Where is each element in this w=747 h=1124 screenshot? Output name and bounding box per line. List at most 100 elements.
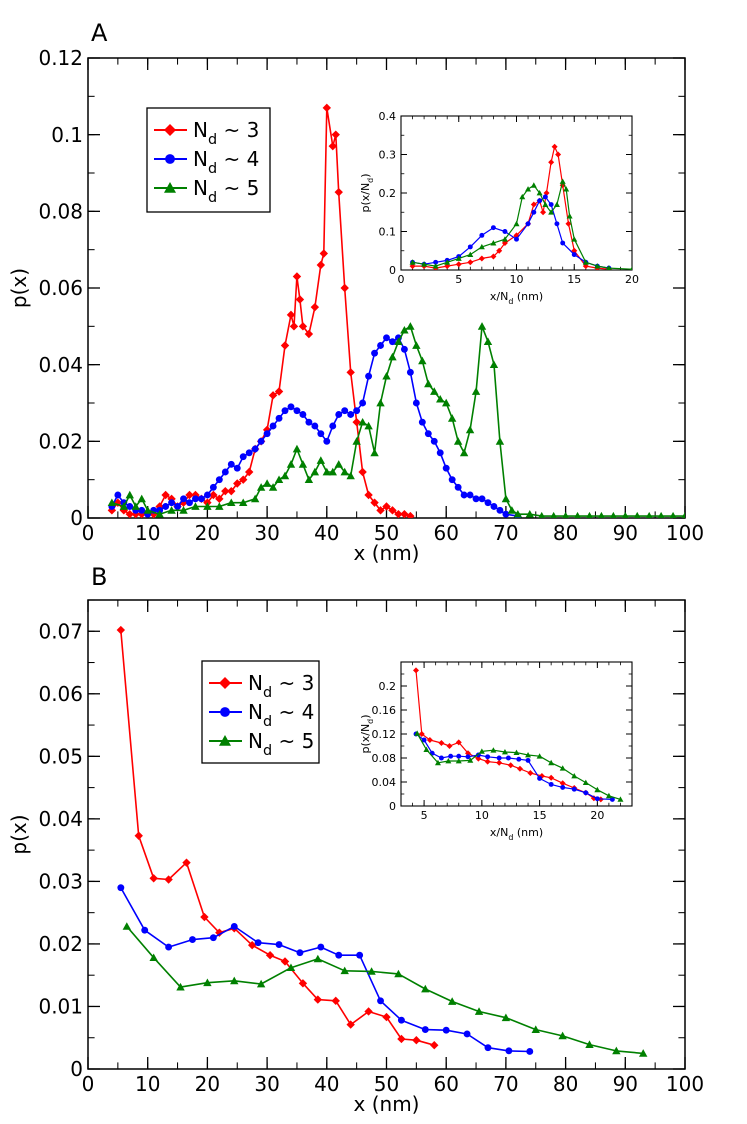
panel1-inset-data-point bbox=[594, 786, 601, 793]
panel0-data-point bbox=[430, 437, 438, 445]
panel0-data-point bbox=[263, 430, 271, 438]
panel0-inset-data-point bbox=[467, 251, 474, 257]
panel0-inset-data-point bbox=[479, 232, 485, 238]
panel0-data-point bbox=[495, 437, 505, 445]
panel0-legend-label: Nd ~ 3 bbox=[193, 118, 259, 148]
panel0-data-point bbox=[346, 471, 355, 480]
panel0-data-point bbox=[334, 460, 343, 468]
panel0-data-point bbox=[186, 499, 193, 507]
panel0-data-point bbox=[197, 495, 205, 503]
panel0-data-point bbox=[310, 467, 320, 476]
panel0-xtick-label: 10 bbox=[135, 521, 160, 545]
panel0-data-point bbox=[388, 506, 397, 515]
panel0-data-point bbox=[657, 511, 665, 518]
panel1-data-point bbox=[247, 940, 257, 950]
panel0-data-point bbox=[501, 494, 511, 503]
panel1-inset-data-point bbox=[413, 667, 420, 674]
panel1-ytick-label: 0.06 bbox=[38, 682, 83, 706]
panel0-data-point bbox=[292, 272, 302, 281]
panel1-legend-label: Nd ~ 5 bbox=[248, 729, 314, 759]
panel1-legend-marker bbox=[219, 735, 231, 746]
panel0-data-point bbox=[256, 483, 266, 491]
panel0-data-point bbox=[162, 503, 170, 510]
panel1-ytick-label: 0.05 bbox=[38, 745, 83, 769]
panel0-data-point bbox=[233, 479, 242, 488]
panel0-legend-label: Nd ~ 5 bbox=[193, 176, 259, 206]
panel1-inset-data-point bbox=[505, 755, 511, 761]
panel0-ytick-label: 0.1 bbox=[51, 123, 83, 147]
panel1-inset-data-point bbox=[434, 759, 441, 766]
panel0-data-point bbox=[454, 483, 462, 491]
panel1-data-point bbox=[280, 957, 290, 966]
panel1-legend-label-sub: d bbox=[263, 714, 272, 730]
panel0-legend-marker bbox=[164, 182, 176, 193]
panel0-inset-data-point bbox=[501, 236, 508, 242]
panel0-inset-data-point bbox=[542, 201, 549, 207]
panel0-y-axis-title: p(x) bbox=[7, 268, 31, 308]
panel0-data-point bbox=[305, 418, 313, 426]
panel0-legend-label-sub: d bbox=[208, 132, 217, 148]
panel1-legend-label: Nd ~ 4 bbox=[248, 700, 314, 730]
panel1-legend-label-rest: ~ 4 bbox=[272, 700, 314, 724]
panel1-inset-data-point bbox=[507, 762, 514, 769]
panel0-data-point bbox=[323, 437, 331, 445]
panel0-xtick-label: 100 bbox=[666, 521, 704, 545]
panel1-inset-xtick-label: 5 bbox=[421, 809, 428, 822]
panel1-inset-data-point bbox=[605, 792, 612, 799]
panel0-data-point bbox=[119, 502, 129, 510]
panel1-inset-data-point bbox=[445, 758, 452, 764]
panel0-ytick-label: 0.04 bbox=[38, 353, 83, 377]
panel1-data-point bbox=[149, 953, 158, 962]
panel0-legend-label-rest: ~ 3 bbox=[217, 118, 259, 142]
panel0-data-point bbox=[465, 425, 475, 434]
panel1-inset-data-point bbox=[438, 740, 445, 746]
panel1-legend-label-rest: ~ 5 bbox=[272, 729, 314, 753]
panel1-data-point bbox=[412, 1036, 421, 1045]
panel1-data-point bbox=[141, 926, 149, 934]
panel0-data-point bbox=[286, 460, 296, 468]
panel1-inset-x-title: x/Nd (nm) bbox=[490, 826, 543, 842]
panel0-inset-data-point bbox=[555, 151, 562, 158]
panel0-data-point bbox=[331, 130, 340, 139]
panel1-data-point bbox=[176, 982, 185, 991]
panel0-inset-data-point bbox=[548, 202, 554, 208]
panel0-data-point bbox=[149, 509, 158, 518]
panel1-inset-data-point bbox=[446, 743, 453, 749]
panel0-data-point bbox=[239, 475, 248, 484]
panel0-data-point bbox=[334, 187, 343, 197]
panel0-data-point bbox=[180, 495, 187, 503]
panel1-data-point bbox=[164, 875, 173, 884]
panel0-data-point bbox=[293, 407, 301, 415]
panel0-data-point bbox=[322, 467, 331, 476]
panel1-inset-data-point bbox=[560, 784, 566, 790]
panel0-xtick-label: 20 bbox=[195, 521, 220, 545]
panel0-x-axis-title: x (nm) bbox=[354, 541, 420, 565]
panel0-inset-data-point bbox=[525, 186, 532, 192]
panel1-data-point bbox=[209, 934, 217, 942]
panel1-data-point bbox=[340, 966, 349, 975]
panel0-data-point bbox=[645, 511, 653, 518]
panel0-data-point bbox=[244, 467, 254, 477]
panel0-inset-data-point bbox=[563, 186, 570, 192]
panel1-data-point bbox=[397, 1034, 406, 1044]
panel0-data-point bbox=[490, 503, 498, 510]
panel0-ytick-label: 0 bbox=[70, 506, 83, 530]
panel0-data-point bbox=[598, 511, 605, 518]
panel0-inset-x-title-main: x/N bbox=[490, 290, 508, 303]
panel0-legend-label-main: N bbox=[193, 147, 208, 171]
panel0-data-point bbox=[317, 430, 325, 438]
panel0-data-point bbox=[550, 511, 558, 518]
panel0-data-point bbox=[233, 464, 241, 472]
panel1-ytick-label: 0.02 bbox=[38, 932, 83, 956]
panel1-data-point bbox=[317, 943, 325, 951]
panel1-inset-data-point bbox=[456, 753, 462, 759]
panel1-data-point bbox=[149, 874, 158, 883]
panel0-data-point bbox=[304, 329, 314, 339]
panel0-data-point bbox=[669, 511, 677, 518]
panel0-data-point bbox=[316, 456, 326, 464]
panel0-series-group bbox=[107, 103, 685, 518]
panel1-inset-data-point bbox=[536, 753, 543, 759]
panel0-data-point bbox=[137, 509, 146, 518]
panel0-data-point bbox=[328, 467, 337, 476]
